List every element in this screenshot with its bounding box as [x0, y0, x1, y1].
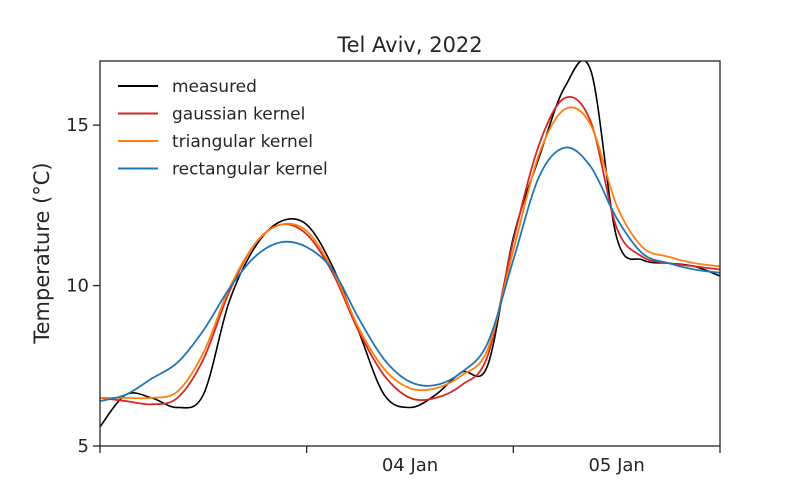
- data-point: [434, 383, 437, 386]
- data-point: [279, 241, 282, 244]
- series-line-gaussian-kernel: [100, 96, 720, 406]
- data-point: [486, 364, 489, 367]
- data-point: [253, 242, 256, 245]
- data-point: [693, 268, 696, 271]
- data-point: [563, 96, 566, 99]
- data-point: [383, 367, 386, 370]
- data-point: [460, 371, 463, 374]
- data-point: [124, 399, 127, 402]
- plot-area: [100, 61, 720, 428]
- data-point: [383, 393, 386, 396]
- series-line-triangular-kernel: [100, 106, 720, 400]
- y-tick-label: 15: [66, 115, 89, 136]
- data-point: [563, 146, 566, 149]
- data-point: [124, 396, 127, 399]
- x-tick-label: 05 Jan: [588, 455, 644, 476]
- data-point: [228, 287, 231, 290]
- x-tick-label: 04 Jan: [382, 455, 438, 476]
- data-point: [460, 383, 463, 386]
- data-point: [641, 245, 644, 248]
- data-point: [383, 374, 386, 377]
- data-point: [615, 217, 618, 220]
- data-point: [434, 396, 437, 399]
- data-point: [615, 226, 618, 229]
- series-line-rectangular-kernel: [100, 146, 720, 402]
- data-point: [615, 204, 618, 207]
- data-point: [279, 223, 282, 226]
- data-point: [693, 262, 696, 265]
- data-point: [228, 300, 231, 303]
- data-point: [202, 329, 205, 332]
- data-point: [512, 249, 515, 252]
- data-point: [202, 358, 205, 361]
- data-point: [124, 393, 127, 396]
- data-point: [641, 258, 644, 261]
- data-point: [589, 69, 592, 72]
- data-point: [150, 403, 153, 406]
- y-axis-title: Temperature (°C): [30, 162, 54, 344]
- data-point: [563, 85, 566, 88]
- y-tick-label: 5: [78, 436, 89, 457]
- data-point: [383, 358, 386, 361]
- data-point: [667, 255, 670, 258]
- series-line-measured: [100, 61, 720, 428]
- data-point: [331, 268, 334, 271]
- axes: 5 10 15 04 Jan 05 Jan: [66, 60, 721, 476]
- data-point: [279, 220, 282, 223]
- data-point: [486, 342, 489, 345]
- data-point: [693, 265, 696, 268]
- data-point: [408, 380, 411, 383]
- series-measured: [100, 61, 720, 428]
- data-point: [486, 355, 489, 358]
- data-point: [538, 143, 541, 146]
- legend-label-measured: measured: [172, 77, 257, 97]
- data-point: [305, 229, 308, 232]
- plot-frame: [99, 60, 721, 447]
- data-point: [357, 316, 360, 319]
- data-point: [305, 245, 308, 248]
- data-point: [176, 361, 179, 364]
- data-point: [641, 255, 644, 258]
- data-point: [486, 348, 489, 351]
- series-triangular-kernel: [100, 106, 720, 400]
- data-point: [253, 255, 256, 258]
- data-point: [150, 377, 153, 380]
- data-point: [615, 236, 618, 239]
- legend: measured gaussian kernel triangular kernel…: [118, 77, 328, 180]
- data-point: [202, 351, 205, 354]
- chart-title: Tel Aviv, 2022: [336, 33, 482, 57]
- data-point: [460, 374, 463, 377]
- data-point: [563, 108, 566, 111]
- data-point: [434, 387, 437, 390]
- series-rectangular-kernel: [100, 146, 720, 402]
- data-point: [357, 326, 360, 329]
- data-point: [434, 393, 437, 396]
- data-point: [176, 390, 179, 393]
- data-point: [667, 262, 670, 265]
- data-point: [538, 175, 541, 178]
- data-point: [305, 223, 308, 226]
- data-point: [538, 152, 541, 155]
- data-point: [176, 406, 179, 409]
- y-tick-label: 10: [66, 276, 89, 297]
- data-point: [202, 393, 205, 396]
- data-point: [176, 396, 179, 399]
- data-point: [150, 396, 153, 399]
- data-point: [589, 165, 592, 168]
- legend-label-triangular-kernel: triangular kernel: [172, 132, 313, 152]
- data-point: [641, 252, 644, 255]
- data-point: [589, 124, 592, 127]
- data-point: [408, 406, 411, 409]
- data-point: [408, 396, 411, 399]
- legend-label-gaussian-kernel: gaussian kernel: [172, 105, 305, 125]
- legend-label-rectangular-kernel: rectangular kernel: [172, 160, 328, 180]
- series-gaussian-kernel: [100, 96, 720, 406]
- data-point: [512, 258, 515, 261]
- data-point: [512, 239, 515, 242]
- data-point: [408, 387, 411, 390]
